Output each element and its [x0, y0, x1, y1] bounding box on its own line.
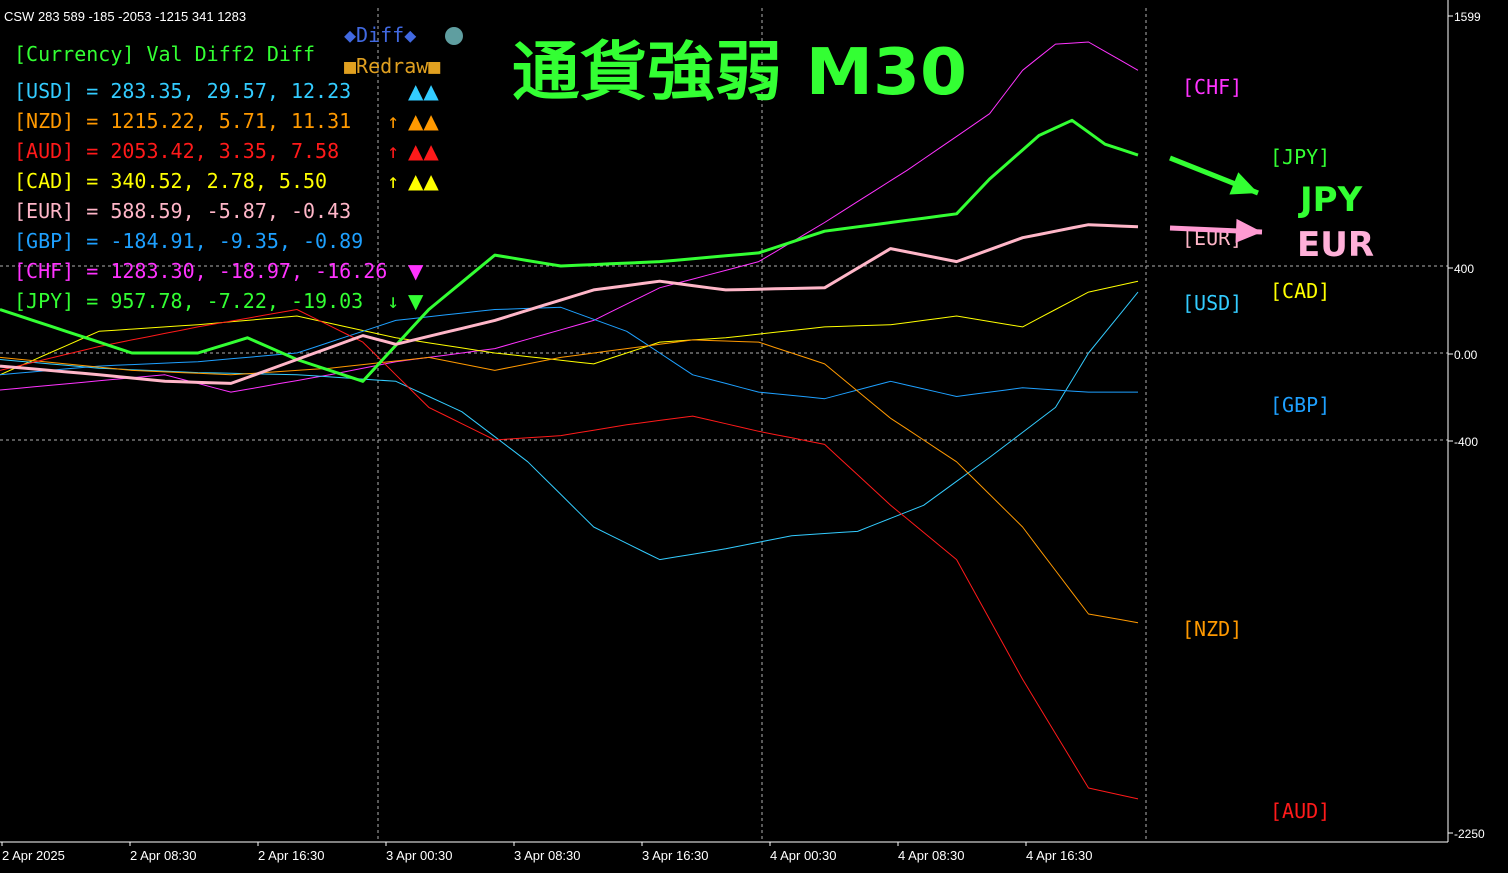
trend-triangle-icon: ▼ [408, 289, 424, 313]
table-row-eur: [EUR] = 588.59, -5.87, -0.43 [14, 199, 351, 223]
table-row-chf: [CHF] = 1283.30, -18.97, -16.26 [14, 259, 387, 283]
x-tick-label: 2 Apr 2025 [2, 848, 65, 863]
table-row-nzd: [NZD] = 1215.22, 5.71, 11.31 [14, 109, 351, 133]
table-header: [Currency] Val Diff2 Diff [14, 42, 315, 66]
y-tick-label: 1599 [1454, 10, 1481, 24]
table-row-jpy: [JPY] = 957.78, -7.22, -19.03 [14, 289, 363, 313]
series-label-cad: [CAD] [1270, 279, 1330, 303]
header-info: CSW 283 589 -185 -2053 -1215 341 1283 [4, 9, 246, 24]
x-tick-label: 4 Apr 00:30 [770, 848, 837, 863]
series-line-gbp [0, 306, 1138, 400]
axes: 1599 400 0.00 -400 -2250 2 Apr 2025 2 Apr 08:3… [0, 0, 1485, 863]
y-tick-label: -400 [1454, 435, 1478, 449]
status-dot-icon [445, 27, 463, 45]
trend-arrow-icon: ↑ [387, 109, 399, 133]
overlay-text: CSW 283 589 -185 -2053 -1215 341 1283 通貨強… [4, 9, 967, 313]
series-line-aud [0, 309, 1139, 800]
trend-arrow-icon: ↑ [387, 169, 399, 193]
annotation-eur: EUR [1297, 225, 1374, 265]
annotations: [CHF][JPY][EUR][CAD][USD][GBP][NZD][AUD]… [1169, 75, 1374, 823]
series-line-eur [0, 223, 1139, 385]
series-label-aud: [AUD] [1270, 799, 1330, 823]
x-tick-label: 2 Apr 16:30 [258, 848, 325, 863]
table-row-aud: [AUD] = 2053.42, 3.35, 7.58 [14, 139, 339, 163]
trend-triangle-icon: ▲▲ [408, 169, 439, 193]
x-tick-label: 4 Apr 08:30 [898, 848, 965, 863]
x-tick-label: 3 Apr 16:30 [642, 848, 709, 863]
trend-arrow-icon: ↑ [387, 139, 399, 163]
trend-triangle-icon: ▼ [408, 259, 424, 283]
series-label-chf: [CHF] [1182, 75, 1242, 99]
table-row-usd: [USD] = 283.35, 29.57, 12.23 [14, 79, 351, 103]
y-tick-label: -2250 [1454, 827, 1485, 841]
arrow-eur-head [1235, 218, 1262, 243]
series-line-cad [0, 280, 1139, 376]
trend-arrow-icon: ↓ [387, 289, 399, 313]
series-label-nzd: [NZD] [1182, 617, 1242, 641]
x-tick-label: 2 Apr 08:30 [130, 848, 197, 863]
series-label-gbp: [GBP] [1270, 393, 1330, 417]
x-tick-label: 4 Apr 16:30 [1026, 848, 1093, 863]
redraw-button: ■Redraw■ [344, 54, 440, 78]
table-row-gbp: [GBP] = -184.91, -9.35, -0.89 [14, 229, 363, 253]
trend-triangle-icon: ▲▲ [408, 139, 439, 163]
series-line-jpy [0, 118, 1139, 383]
series-lines [0, 41, 1139, 800]
trend-triangle-icon: ▲▲ [408, 79, 439, 103]
diff-button: ◆Diff◆ [344, 23, 416, 47]
chart-title: 通貨強弱 M30 [512, 36, 967, 110]
series-line-usd [0, 291, 1139, 561]
series-line-nzd [0, 339, 1139, 624]
x-tick-label: 3 Apr 08:30 [514, 848, 581, 863]
table-row-cad: [CAD] = 340.52, 2.78, 5.50 [14, 169, 327, 193]
y-tick-label: 400 [1454, 262, 1474, 276]
x-tick-label: 3 Apr 00:30 [386, 848, 453, 863]
y-tick-label: 0.00 [1454, 348, 1478, 362]
trend-triangle-icon: ▲▲ [408, 109, 439, 133]
series-label-jpy: [JPY] [1270, 145, 1330, 169]
annotation-jpy: JPY [1298, 180, 1363, 220]
arrow-jpy-head [1229, 172, 1258, 195]
grid-lines [0, 8, 1448, 842]
series-label-usd: [USD] [1182, 291, 1242, 315]
